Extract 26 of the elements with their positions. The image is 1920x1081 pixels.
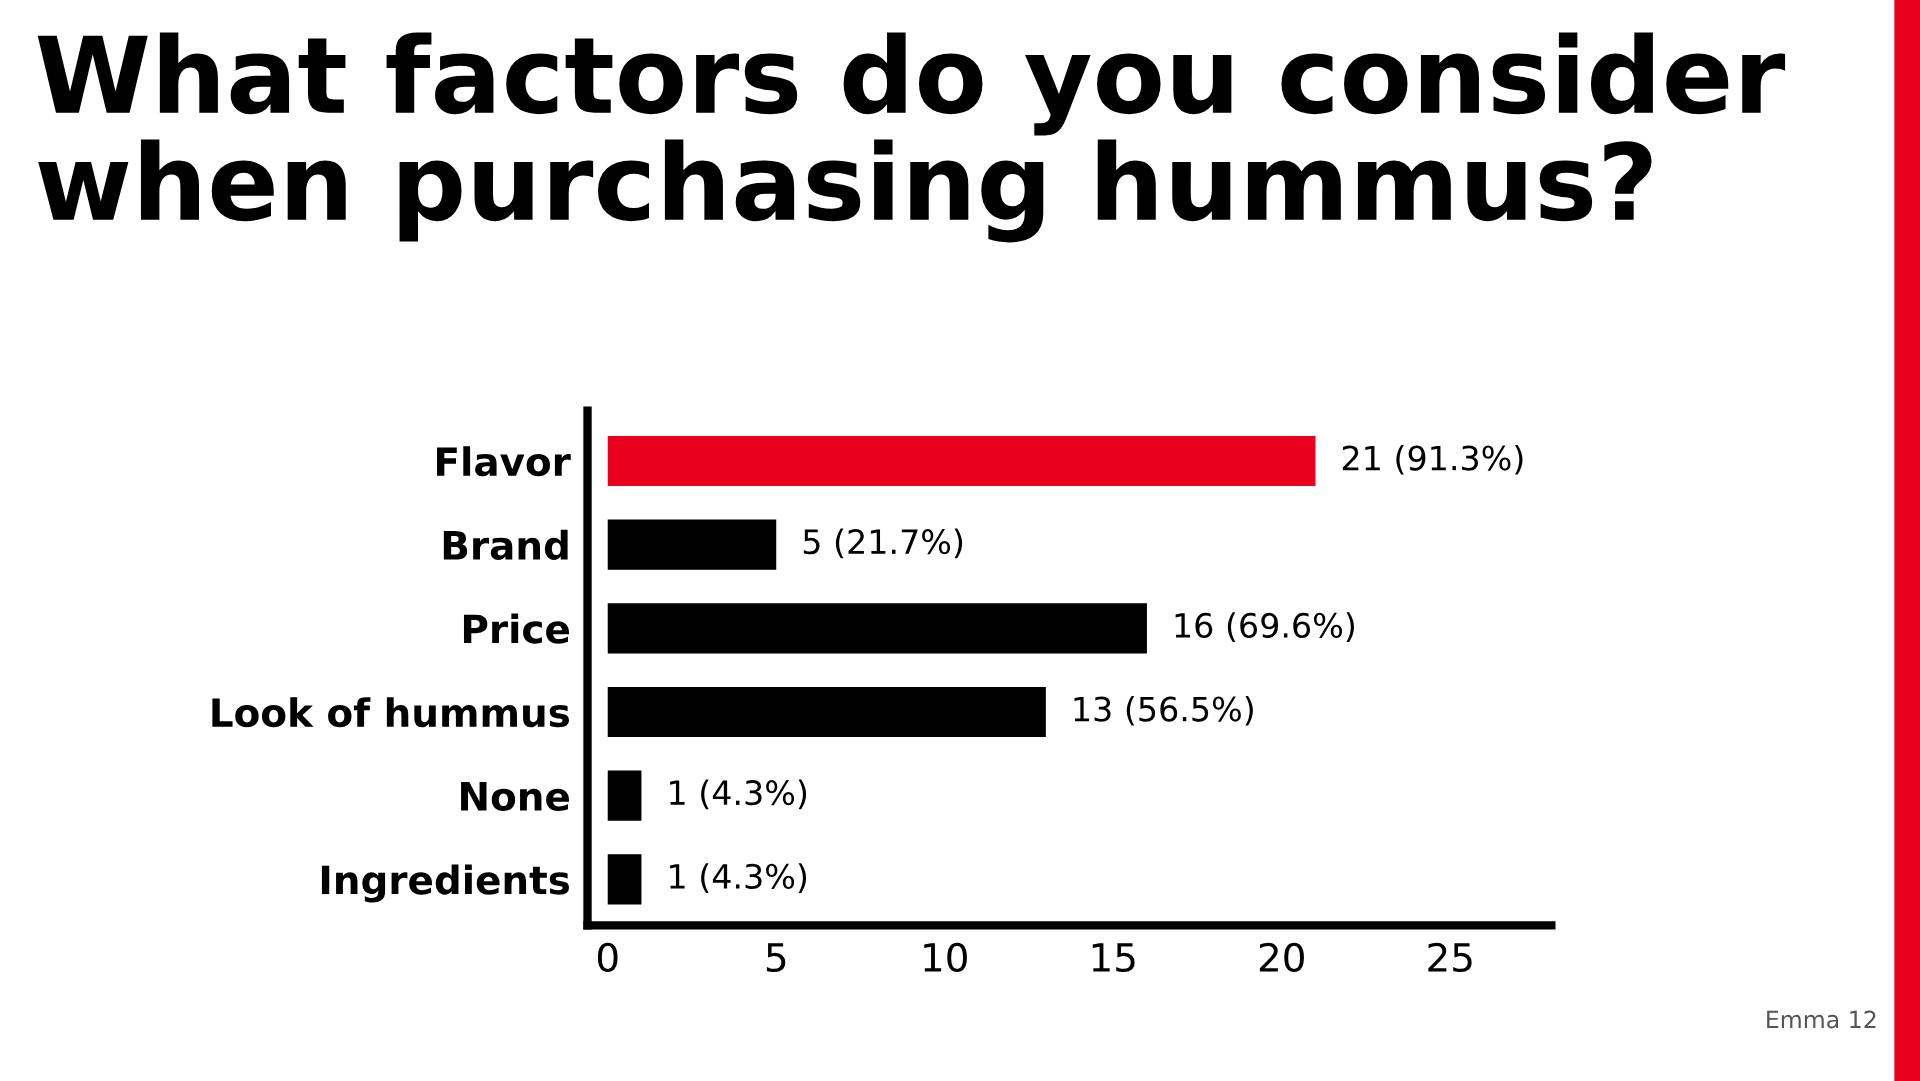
bar [607,519,777,570]
x-tick-label: 10 [924,942,967,973]
data-label: 16 (69.6%) [1175,612,1354,642]
y-tick-label: None [461,782,569,811]
x-tick-label: 25 [1428,942,1472,973]
y-tick-label: Look of hummus [212,697,570,728]
x-tick-label: 20 [1259,942,1304,973]
bar [607,854,642,905]
text: Emma 12 [1767,1010,1876,1029]
y-tick-label: Flavor [437,446,571,477]
data-label: 1 (4.3%) [670,863,807,893]
x-tick-label: 0 [597,942,618,973]
data-label: 21 (91.3%) [1342,444,1523,475]
bar [607,435,1316,487]
bar [607,603,1147,654]
y-tick-label: Ingredients [321,864,570,903]
bar [607,686,1046,738]
y-tick-label: Brand [443,529,568,560]
x-tick-label: 15 [1092,943,1135,973]
x-tick-label: 5 [766,943,786,973]
data-label: 5 (21.7%) [803,528,963,559]
y-tick-label: Price [463,613,569,644]
bar [607,770,642,821]
data-label: 13 (56.5%) [1074,695,1253,726]
data-label: 1 (4.3%) [670,779,807,810]
chart-title: What factors do you consider when purchasing hummus? [37,32,1786,243]
